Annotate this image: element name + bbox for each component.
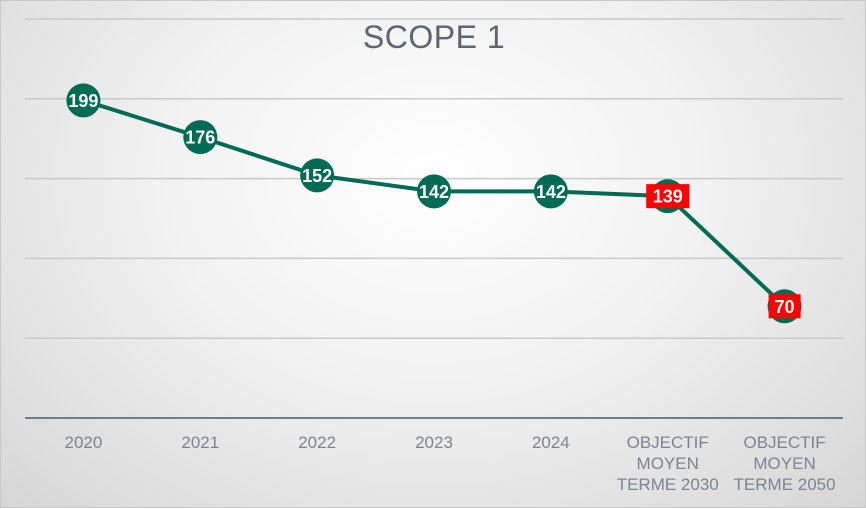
data-label: 70 — [775, 297, 795, 317]
data-label-bg — [768, 294, 801, 319]
x-tick-label-line: 2022 — [298, 433, 336, 452]
x-tick-label-line: 2021 — [181, 433, 219, 452]
x-tick-label: OBJECTIF MOYEN TERME 2050 — [734, 433, 836, 494]
x-tick-label-line: 2020 — [65, 433, 103, 452]
x-tick-label-line: TERME 2050 — [734, 475, 836, 494]
x-tick-label: 2021 — [181, 433, 219, 452]
x-tick-label: OBJECTIF MOYEN TERME 2030 — [617, 433, 719, 494]
data-label: 142 — [536, 182, 566, 202]
x-tick-label: 2020 — [65, 433, 103, 452]
x-tick-label-line: MOYEN — [637, 454, 699, 473]
x-tick-label: 2022 — [298, 433, 336, 452]
x-tick-label: 2023 — [415, 433, 453, 452]
data-label: 139 — [653, 187, 683, 207]
x-tick-label-line: 2023 — [415, 433, 453, 452]
x-tick-label-line: OBJECTIF — [627, 433, 709, 452]
x-tick-label: 2024 — [532, 433, 570, 452]
data-label: 142 — [419, 182, 449, 202]
x-tick-label-line: TERME 2030 — [617, 475, 719, 494]
data-point — [183, 120, 218, 155]
x-tick-label-line: 2024 — [532, 433, 570, 452]
data-label: 176 — [185, 128, 215, 148]
x-tick-label-line: MOYEN — [753, 454, 815, 473]
data-point — [533, 174, 568, 209]
data-label: 199 — [68, 91, 98, 111]
chart-title: SCOPE 1 — [362, 19, 506, 55]
data-label-bg — [646, 184, 690, 209]
data-point — [417, 174, 451, 209]
data-point — [66, 83, 101, 118]
data-label: 152 — [302, 166, 332, 186]
data-point — [300, 158, 335, 193]
x-tick-label-line: OBJECTIF — [743, 433, 825, 452]
